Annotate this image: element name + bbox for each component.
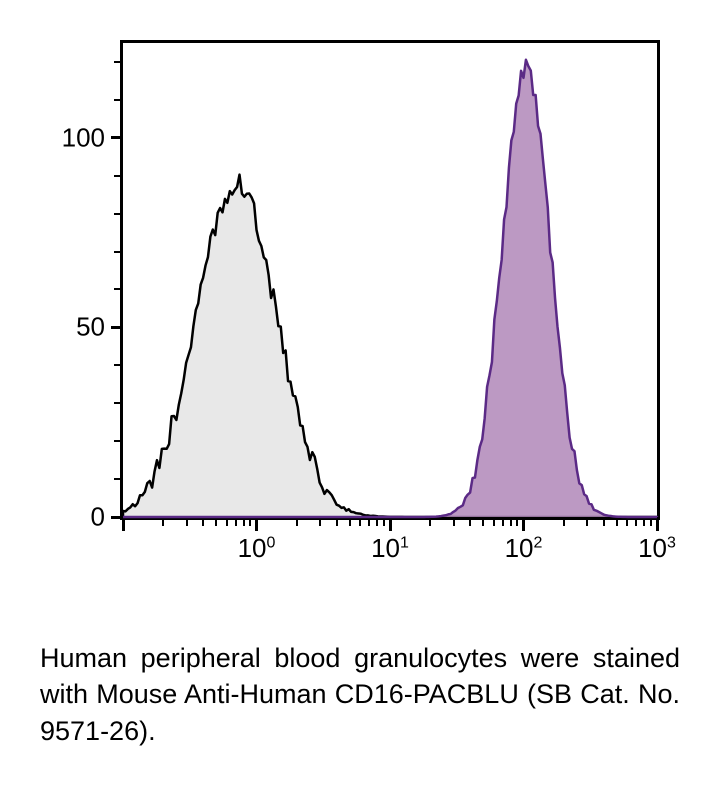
y-tick-label: 100 [62, 122, 105, 153]
x-major-tick [255, 520, 258, 531]
flow-cytometry-histogram: 0 50 100 100 101 102 103 [40, 20, 680, 580]
x-minor-tick [215, 520, 217, 526]
x-minor-tick [586, 520, 588, 526]
x-tick-label: 101 [371, 533, 409, 564]
x-minor-tick [383, 520, 385, 526]
x-minor-tick [493, 520, 495, 526]
y-minor-tick [114, 402, 120, 404]
x-minor-tick [643, 520, 645, 526]
x-minor-tick [368, 520, 370, 526]
x-minor-tick [650, 520, 652, 526]
plot-area: 050100100101102103 [120, 40, 660, 520]
x-minor-tick [249, 520, 251, 526]
y-tick-label: 0 [91, 502, 105, 533]
x-minor-tick [563, 520, 565, 526]
x-minor-tick [635, 520, 637, 526]
y-minor-tick [114, 478, 120, 480]
y-tick [111, 326, 120, 329]
y-minor-tick [114, 364, 120, 366]
y-minor-tick [114, 440, 120, 442]
x-minor-tick [616, 520, 618, 526]
x-major-tick [389, 520, 392, 531]
x-minor-tick [376, 520, 378, 526]
x-minor-tick [235, 520, 237, 526]
y-minor-tick [114, 61, 120, 63]
y-minor-tick [114, 175, 120, 177]
x-minor-tick [359, 520, 361, 526]
x-minor-tick [186, 520, 188, 526]
histogram-svg [123, 43, 657, 517]
x-minor-tick [482, 520, 484, 526]
y-minor-tick [114, 99, 120, 101]
y-minor-tick [114, 288, 120, 290]
x-tick-label: 100 [238, 533, 276, 564]
x-minor-tick [626, 520, 628, 526]
x-minor-tick [469, 520, 471, 526]
figure-caption: Human peripheral blood granulocytes were… [40, 640, 680, 749]
y-tick-label: 50 [76, 312, 105, 343]
x-major-tick [522, 520, 525, 531]
x-tick-label: 103 [638, 533, 676, 564]
x-minor-tick [296, 520, 298, 526]
x-major-tick [122, 520, 125, 531]
x-minor-tick [162, 520, 164, 526]
x-minor-tick [226, 520, 228, 526]
x-minor-tick [453, 520, 455, 526]
x-minor-tick [349, 520, 351, 526]
x-minor-tick [319, 520, 321, 526]
x-minor-tick [603, 520, 605, 526]
x-major-tick [656, 520, 659, 531]
y-minor-tick [114, 251, 120, 253]
y-tick [111, 136, 120, 139]
y-tick [111, 516, 120, 519]
x-minor-tick [336, 520, 338, 526]
x-minor-tick [510, 520, 512, 526]
page-root: 0 50 100 100 101 102 103 Human peripheral bloo… [0, 0, 717, 795]
x-minor-tick [429, 520, 431, 526]
x-tick-label: 102 [505, 533, 543, 564]
y-minor-tick [114, 213, 120, 215]
x-minor-tick [243, 520, 245, 526]
x-minor-tick [516, 520, 518, 526]
x-minor-tick [202, 520, 204, 526]
x-minor-tick [502, 520, 504, 526]
